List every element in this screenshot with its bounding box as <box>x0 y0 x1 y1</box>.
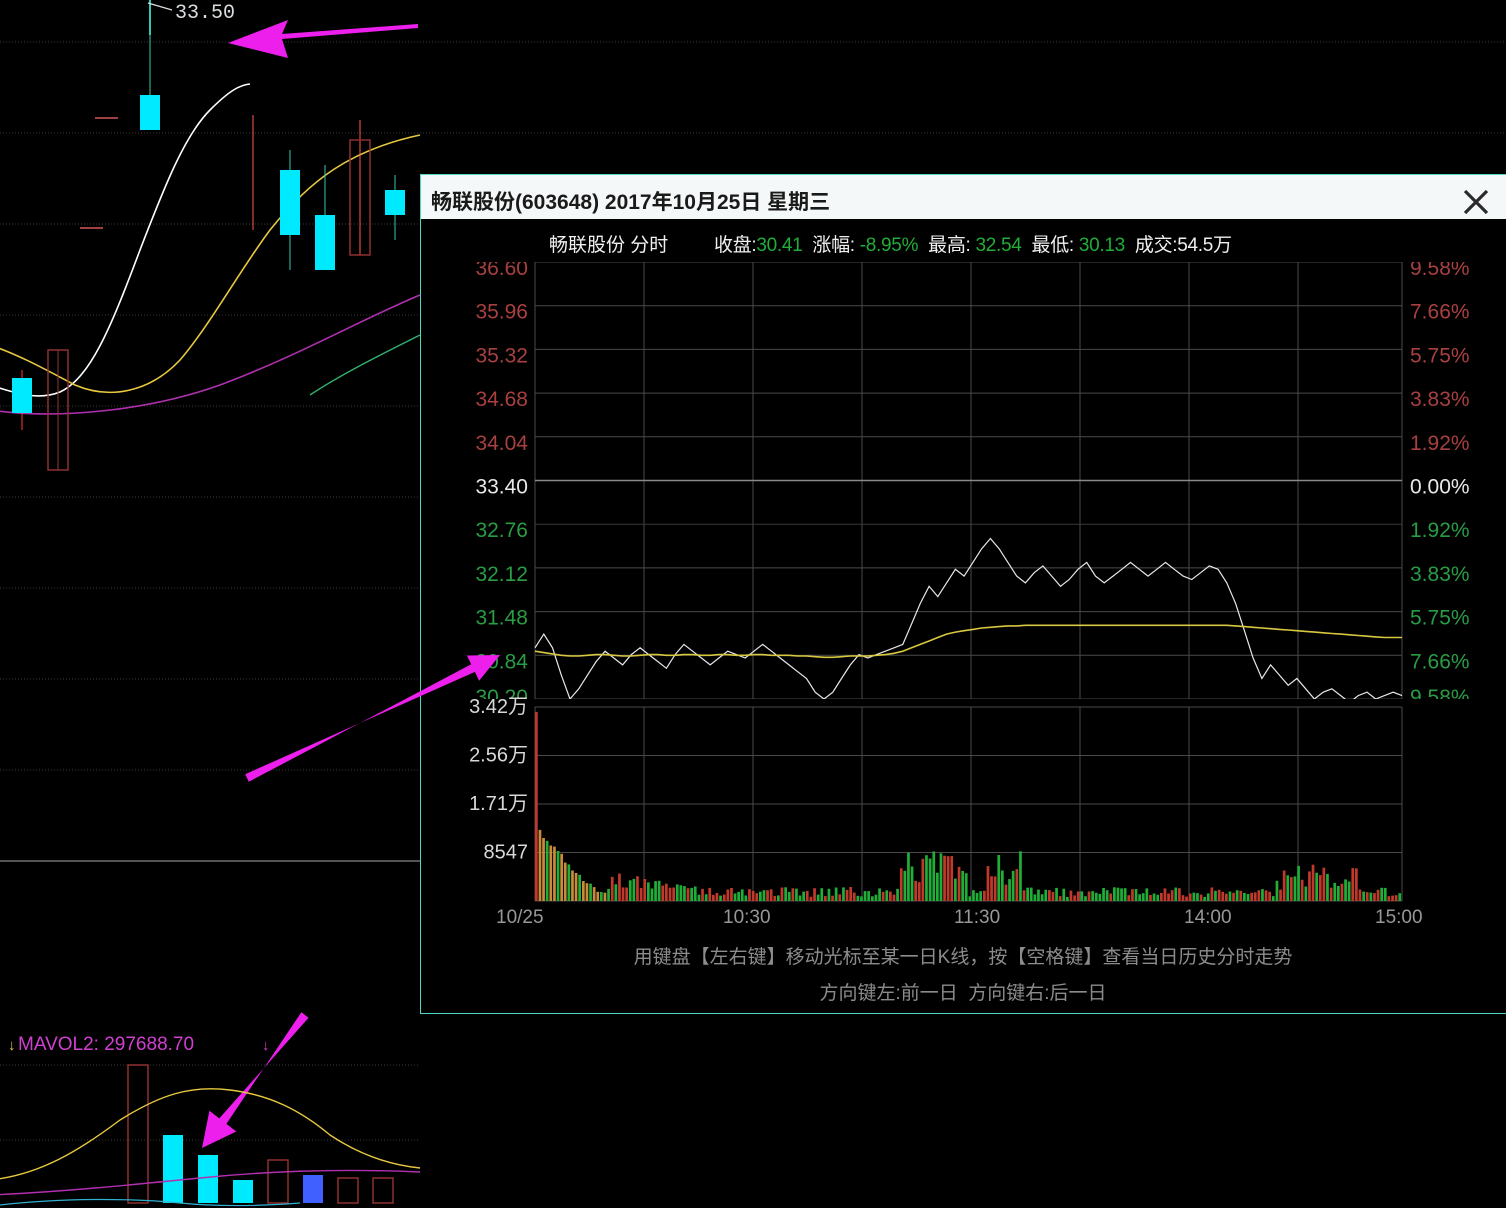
svg-text:3.83%: 3.83% <box>1410 388 1470 411</box>
svg-text:11:30: 11:30 <box>954 907 1000 928</box>
svg-text:35.32: 35.32 <box>475 344 528 367</box>
svg-text:10:30: 10:30 <box>723 907 771 928</box>
svg-text:30.84: 30.84 <box>475 650 528 673</box>
svg-text:1.92%: 1.92% <box>1410 432 1470 455</box>
svg-text:33.40: 33.40 <box>475 476 528 499</box>
svg-text:1.92%: 1.92% <box>1410 519 1470 542</box>
svg-text:5.75%: 5.75% <box>1410 607 1470 630</box>
svg-text:36.60: 36.60 <box>475 262 528 280</box>
svg-text:35.96: 35.96 <box>475 301 528 324</box>
svg-text:34.04: 34.04 <box>475 432 528 455</box>
svg-text:7.66%: 7.66% <box>1410 650 1470 673</box>
svg-text:↓: ↓ <box>262 1037 270 1054</box>
svg-text:2.56万: 2.56万 <box>469 745 528 767</box>
svg-text:3.42万: 3.42万 <box>469 696 528 718</box>
svg-text:1.71万: 1.71万 <box>469 793 528 815</box>
svg-text:7.66%: 7.66% <box>1410 301 1470 324</box>
svg-text:9.58%: 9.58% <box>1410 686 1470 699</box>
svg-text:MAVOL2: 297688.70: MAVOL2: 297688.70 <box>18 1034 194 1055</box>
svg-text:9.58%: 9.58% <box>1410 262 1470 280</box>
svg-text:8547: 8547 <box>484 842 529 864</box>
svg-text:5.75%: 5.75% <box>1410 344 1470 367</box>
svg-text:0.00%: 0.00% <box>1410 476 1470 499</box>
svg-text:10/25: 10/25 <box>496 907 544 928</box>
svg-text:↓: ↓ <box>8 1037 16 1054</box>
svg-text:33.50: 33.50 <box>175 2 235 25</box>
svg-text:32.76: 32.76 <box>475 519 528 542</box>
svg-text:14:00: 14:00 <box>1184 907 1232 928</box>
svg-text:34.68: 34.68 <box>475 388 528 411</box>
svg-text:31.48: 31.48 <box>475 607 528 630</box>
svg-text:3.83%: 3.83% <box>1410 563 1470 586</box>
svg-text:15:00: 15:00 <box>1375 907 1423 928</box>
svg-text:32.12: 32.12 <box>475 563 528 586</box>
